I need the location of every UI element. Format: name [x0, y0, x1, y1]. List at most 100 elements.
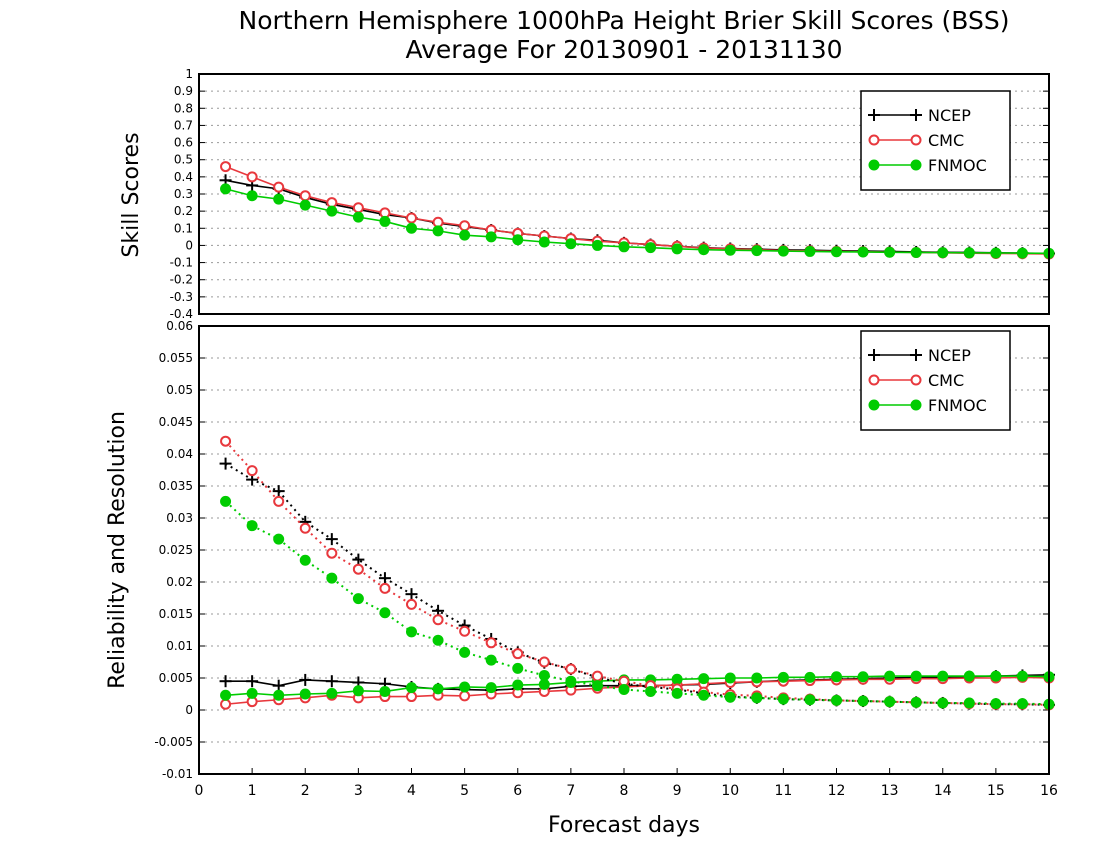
reliability-ncep-resolution-point [272, 485, 285, 498]
skill-legend-marker [910, 134, 922, 146]
skill-cmc-bss-point [299, 190, 311, 202]
chart-title-line1: Northern Hemisphere 1000hPa Height Brier… [239, 6, 1010, 35]
skill-score-series [219, 161, 1055, 260]
reliability-fnmoc-reliability-point [1016, 670, 1028, 682]
reliability-fnmoc-resolution-point [299, 554, 311, 566]
xtick-label: 8 [620, 783, 629, 799]
skill-ytick-label: 0 [185, 238, 193, 252]
xtick-label: 6 [513, 783, 522, 799]
reliability-fnmoc-reliability-point [352, 685, 364, 697]
skill-legend-marker [868, 159, 880, 171]
reliability-fnmoc-reliability-point [804, 671, 816, 683]
skill-legend-marker [868, 109, 880, 121]
reliability-fnmoc-reliability-point [698, 673, 710, 685]
skill-ytick-label: 0.8 [174, 101, 193, 115]
skill-ytick-label: 0.4 [174, 170, 193, 184]
skill-score-legend: NCEP CMC FNMOC [860, 90, 1011, 191]
reliability-fnmoc-resolution-point [379, 607, 391, 619]
reliability-fnmoc-reliability-point [299, 688, 311, 700]
reliability-ytick-label: 0.05 [166, 383, 193, 397]
reliability-legend-marker [910, 349, 922, 361]
reliability-y-ticks: 0.06 0.055 0.05 0.045 0.04 0.035 0.03 0.025 0.02… [154, 319, 1049, 781]
skill-legend-label: CMC [928, 131, 964, 150]
skill-score-panel: 1 0.9 0.8 0.7 0.6 0.5 0.4 0.3 0.2 0.1 0 -0.1 -0.2 -0.… [119, 67, 1055, 321]
reliability-ytick-label: 0 [185, 703, 193, 717]
skill-fnmoc-bss-point [963, 247, 975, 259]
skill-ytick-label: 0.2 [174, 204, 193, 218]
reliability-fnmoc-reliability-point [671, 673, 683, 685]
xtick-label: 5 [460, 783, 469, 799]
reliability-fnmoc-resolution-point [671, 687, 683, 699]
reliability-ncep-reliability-point [272, 679, 285, 692]
reliability-fnmoc-resolution-point [512, 662, 524, 674]
reliability-ncep-resolution-line [225, 462, 1050, 706]
skill-legend-item-ncep: NCEP [868, 106, 971, 125]
reliability-ytick-label: -0.01 [162, 767, 193, 781]
xtick-label: 12 [828, 783, 846, 799]
reliability-fnmoc-reliability-point [406, 682, 417, 694]
reliability-cmc-resolution-point [512, 648, 524, 660]
reliability-fnmoc-resolution-point [591, 680, 603, 692]
reliability-ytick-label: 0.04 [166, 447, 193, 461]
skill-ytick-label: -0.1 [170, 256, 193, 270]
forecast-day-x-ticks: 0 1 2 3 4 5 6 7 8 9 10 11 12 13 14 15 16 [195, 768, 1058, 799]
reliability-cmc-resolution-point [246, 465, 258, 477]
skill-fnmoc-bss-point [299, 199, 311, 211]
reliability-fnmoc-resolution-point [565, 675, 577, 687]
reliability-fnmoc-reliability-point [777, 671, 789, 683]
reliability-cmc-resolution-point [406, 598, 417, 610]
reliability-legend-marker [910, 399, 922, 411]
reliability-fnmoc-resolution-point [538, 669, 550, 681]
reliability-ytick-label: 0.015 [159, 607, 193, 621]
reliability-resolution-panel: 0.060.0550.050.0450.040.0350.030.0250.02… [105, 319, 1058, 838]
reliability-fnmoc-resolution-point [831, 694, 842, 706]
reliability-legend-item-ncep: NCEP [868, 346, 971, 365]
reliability-ncep-reliability-point [299, 673, 312, 686]
reliability-fnmoc-reliability-point [937, 670, 949, 682]
reliability-fnmoc-reliability-point [326, 687, 338, 699]
reliability-fnmoc-reliability-series [220, 670, 1055, 701]
xtick-label: 16 [1040, 783, 1058, 799]
reliability-fnmoc-reliability-point [273, 689, 285, 701]
reliability-legend-item-fnmoc: FNMOC [868, 396, 987, 415]
reliability-ncep-resolution-point [325, 533, 338, 546]
skill-fnmoc-bss-point [485, 231, 497, 243]
skill-fnmoc-bss-point [326, 205, 338, 217]
reliability-fnmoc-reliability-point [246, 687, 258, 699]
skill-fnmoc-bss-point [937, 247, 949, 259]
reliability-fnmoc-resolution-point [777, 693, 789, 705]
skill-fnmoc-bss-point [831, 246, 842, 258]
reliability-ytick-label: 0.055 [159, 351, 193, 365]
xtick-label: 9 [673, 783, 682, 799]
reliability-cmc-reliability-point [459, 690, 471, 702]
reliability-frame [198, 325, 1050, 775]
reliability-fnmoc-resolution-point [1016, 698, 1028, 710]
reliability-cmc-resolution-point [565, 663, 577, 675]
skill-legend-label: NCEP [928, 106, 971, 125]
skill-legend-item-fnmoc: FNMOC [868, 156, 987, 175]
reliability-resolution-series [219, 435, 1055, 711]
reliability-fnmoc-resolution-point [884, 696, 896, 708]
skill-fnmoc-bss-point [591, 239, 603, 251]
xtick-label: 14 [934, 783, 952, 799]
skill-ytick-label: -0.3 [170, 290, 193, 304]
skill-ytick-label: 0.3 [174, 187, 193, 201]
reliability-fnmoc-reliability-point [831, 671, 842, 683]
skill-fnmoc-bss-point [379, 215, 391, 227]
reliability-legend-marker [868, 374, 880, 386]
reliability-ncep-reliability-line [225, 674, 1050, 691]
reliability-cmc-resolution-point [220, 435, 232, 447]
reliability-fnmoc-reliability-point [990, 670, 1002, 682]
reliability-fnmoc-resolution-point [459, 646, 471, 658]
reliability-fnmoc-resolution-point [273, 533, 285, 545]
skill-cmc-bss-point [246, 171, 258, 183]
reliability-fnmoc-resolution-point [326, 572, 338, 584]
reliability-cmc-resolution-point [326, 547, 338, 559]
reliability-ncep-reliability-point [325, 675, 338, 688]
reliability-cmc-resolution-line [224, 440, 1050, 706]
reliability-legend-label: CMC [928, 371, 964, 390]
reliability-fnmoc-resolution-line [224, 500, 1050, 706]
reliability-legend-marker [910, 374, 922, 386]
skill-fnmoc-bss-point [884, 246, 896, 258]
skill-cmc-bss-point [220, 161, 232, 173]
